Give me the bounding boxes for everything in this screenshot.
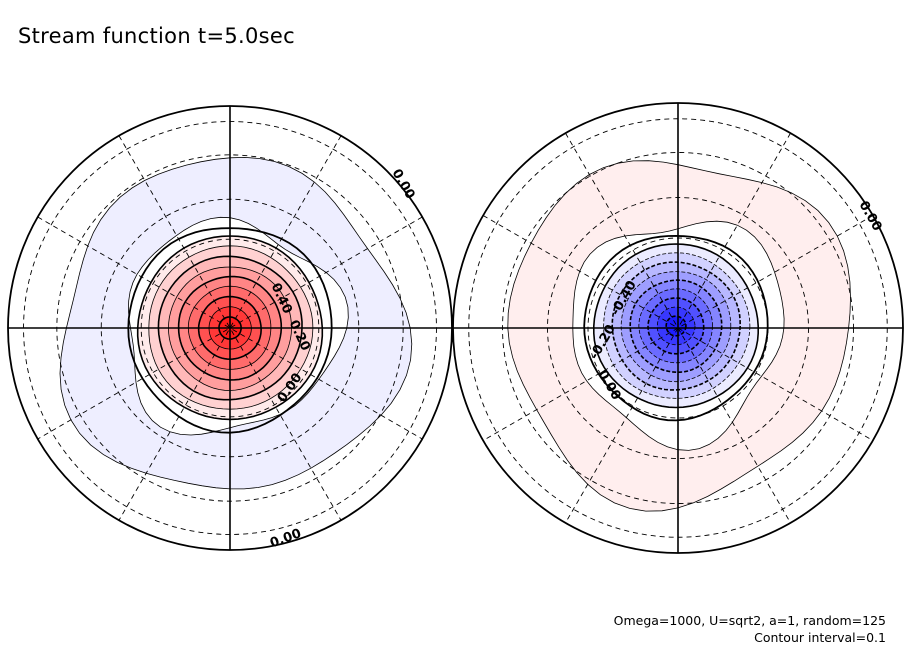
polar-boundary	[7, 105, 453, 551]
page-title: Stream function t=5.0sec	[18, 24, 295, 48]
left-polar-panel: 0.000.000.000.400.20	[7, 105, 453, 551]
right-polar-panel: 0.000.00-0.40-0.20	[452, 102, 904, 554]
parameters-line: Omega=1000, U=sqrt2, a=1, random=125	[613, 613, 886, 628]
panel-fill	[468, 118, 888, 538]
core-contour	[665, 315, 687, 337]
polar-boundary	[452, 102, 904, 554]
meridian-line	[37, 216, 423, 440]
contour-label: 0.00	[389, 167, 418, 202]
contour-label: 0.00	[856, 199, 885, 234]
meridian-line	[118, 135, 342, 521]
zero-contour	[583, 234, 769, 422]
meridian-line	[118, 135, 342, 521]
contour-interval-note: Contour interval=0.1	[754, 630, 886, 645]
meridian-line	[37, 216, 423, 440]
parameters-note: Omega=1000, U=sqrt2, a=1, random=125 Con…	[614, 612, 886, 646]
